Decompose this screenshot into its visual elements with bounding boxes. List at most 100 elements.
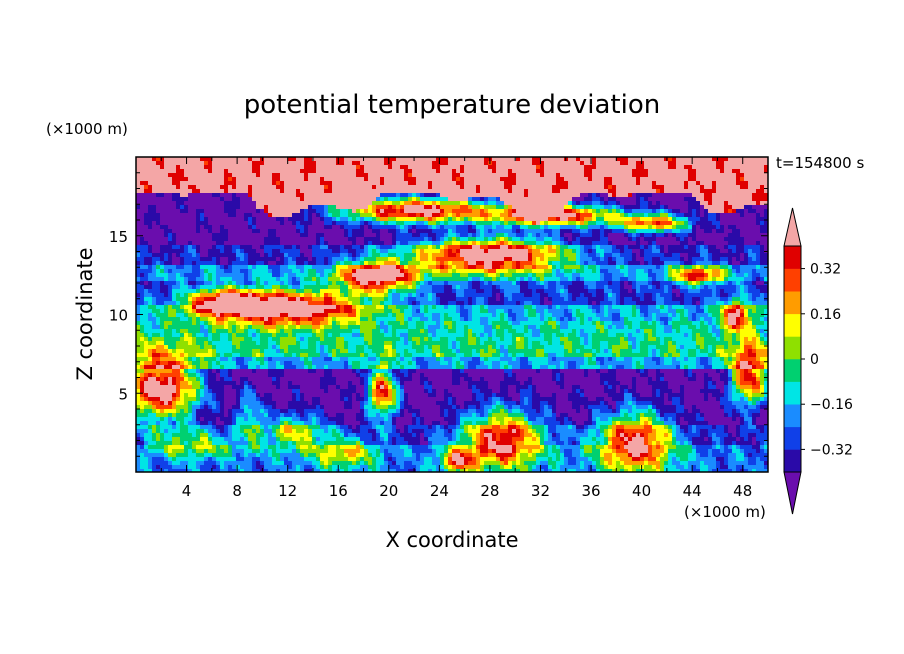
heatmap-cell [516,201,521,206]
heatmap-cell [484,169,489,174]
heatmap-cell [400,181,405,186]
heatmap-cell [232,261,237,266]
heatmap-cell [156,245,161,250]
heatmap-cell [604,177,609,182]
heatmap-cell [592,169,597,174]
heatmap-cell [356,281,361,286]
heatmap-cell [516,205,521,210]
heatmap-cell [384,161,389,166]
heatmap-cell [756,201,761,206]
heatmap-cell [420,221,425,226]
heatmap-cell [272,281,277,286]
heatmap-cell [420,193,425,198]
heatmap-cell [368,201,373,206]
heatmap-cell [160,233,165,238]
heatmap-cell [624,229,629,234]
heatmap-cell [712,249,717,254]
heatmap-cell [740,165,745,170]
heatmap-cell [532,165,537,170]
heatmap-cell [240,193,245,198]
heatmap-cell [668,209,673,214]
heatmap-cell [308,269,313,274]
heatmap-cell [476,157,481,162]
heatmap-cell [488,265,493,270]
heatmap-cell [580,237,585,242]
heatmap-cell [216,165,221,170]
heatmap-cell [292,233,297,238]
heatmap-cell [472,269,477,274]
heatmap-cell [508,261,513,266]
heatmap-cell [208,273,213,278]
heatmap-cell [244,249,249,254]
heatmap-cell [316,205,321,210]
heatmap-cell [180,209,185,214]
heatmap-cell [580,157,585,162]
heatmap-cell [592,241,597,246]
heatmap-cell [676,181,681,186]
heatmap-cell [728,233,733,238]
heatmap-cell [340,233,345,238]
heatmap-cell [684,165,689,170]
heatmap-cell [284,281,289,286]
heatmap-cell [596,181,601,186]
heatmap-cell [688,169,693,174]
heatmap-cell [416,173,421,178]
heatmap-cell [668,157,673,162]
heatmap-cell [264,173,269,178]
heatmap-cell [672,221,677,226]
heatmap-cell [384,209,389,214]
heatmap-cell [420,185,425,190]
heatmap-cell [300,265,305,270]
heatmap-cell [668,253,673,258]
heatmap-cell [536,209,541,214]
heatmap-cell [140,253,145,258]
heatmap-cell [572,221,577,226]
heatmap-cell [352,205,357,210]
heatmap-cell [620,181,625,186]
heatmap-cell [148,209,153,214]
heatmap-cell [192,245,197,250]
heatmap-cell [292,189,297,194]
heatmap-cell [684,193,689,198]
heatmap-cell [324,185,329,190]
heatmap-cell [560,173,565,178]
heatmap-cell [340,189,345,194]
heatmap-cell [188,221,193,226]
heatmap-cell [296,229,301,234]
heatmap-cell [708,185,713,190]
heatmap-cell [216,185,221,190]
heatmap-cell [404,249,409,254]
heatmap-cell [516,161,521,166]
heatmap-cell [404,185,409,190]
heatmap-cell [288,273,293,278]
heatmap-cell [464,165,469,170]
heatmap-cell [456,205,461,210]
heatmap-cell [668,189,673,194]
heatmap-cell [432,161,437,166]
heatmap-cell [576,237,581,242]
heatmap-cell [408,225,413,230]
heatmap-cell [244,181,249,186]
heatmap-cell [476,237,481,242]
heatmap-cell [264,245,269,250]
heatmap-cell [684,173,689,178]
heatmap-cell [160,241,165,246]
heatmap-cell [652,197,657,202]
heatmap-cell [640,181,645,186]
heatmap-cell [672,241,677,246]
heatmap-cell [636,181,641,186]
heatmap-cell [196,281,201,286]
heatmap-cell [516,249,521,254]
heatmap-cell [752,277,757,282]
heatmap-cell [396,197,401,202]
heatmap-cell [520,205,525,210]
heatmap-cell [424,185,429,190]
heatmap-cell [532,181,537,186]
heatmap-cell [164,225,169,230]
heatmap-cell [652,193,657,198]
heatmap-cell [320,201,325,206]
heatmap-cell [376,193,381,198]
heatmap-cell [436,217,441,222]
heatmap-cell [368,165,373,170]
heatmap-cell [492,273,497,278]
